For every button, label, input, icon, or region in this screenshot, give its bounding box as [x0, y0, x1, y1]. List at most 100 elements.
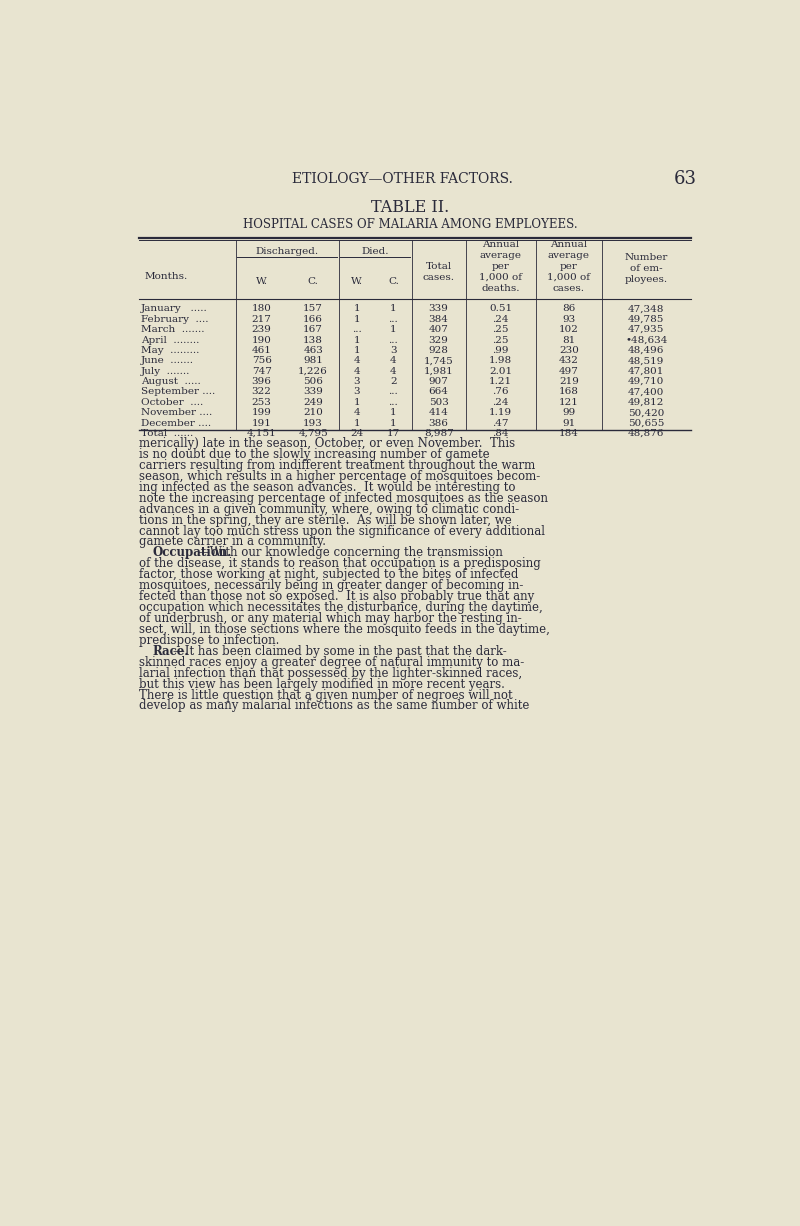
Text: Total
cases.: Total cases.: [422, 261, 454, 282]
Text: of the disease, it stands to reason that occupation is a predisposing: of the disease, it stands to reason that…: [138, 558, 541, 570]
Text: W.: W.: [255, 277, 267, 287]
Text: 180: 180: [252, 304, 271, 314]
Text: 157: 157: [303, 304, 323, 314]
Text: 981: 981: [303, 357, 323, 365]
Text: December ....: December ....: [141, 418, 211, 428]
Text: 63: 63: [674, 170, 697, 189]
Text: 747: 747: [252, 367, 271, 375]
Text: August  .....: August .....: [141, 378, 201, 386]
Text: 49,812: 49,812: [628, 398, 665, 407]
Text: 219: 219: [559, 378, 579, 386]
Text: 47,935: 47,935: [628, 325, 665, 335]
Text: .24: .24: [493, 315, 509, 324]
Text: 1: 1: [354, 398, 360, 407]
Text: advances in a given community, where, owing to climatic condi-: advances in a given community, where, ow…: [138, 503, 519, 516]
Text: C.: C.: [388, 277, 398, 287]
Text: fected than those not so exposed.  It is also probably true that any: fected than those not so exposed. It is …: [138, 590, 534, 603]
Text: 2.01: 2.01: [489, 367, 512, 375]
Text: 17: 17: [386, 429, 400, 438]
Text: 249: 249: [303, 398, 323, 407]
Text: Occupation.: Occupation.: [153, 547, 232, 559]
Text: 93: 93: [562, 315, 575, 324]
Text: 0.51: 0.51: [489, 304, 512, 314]
Text: 4,795: 4,795: [298, 429, 328, 438]
Text: 239: 239: [252, 325, 271, 335]
Text: 4: 4: [354, 357, 360, 365]
Text: 339: 339: [429, 304, 449, 314]
Text: 121: 121: [559, 398, 579, 407]
Text: Died.: Died.: [362, 246, 389, 255]
Text: carriers resulting from indifferent treatment throughout the warm: carriers resulting from indifferent trea…: [138, 459, 535, 472]
Text: Number
of em-
ployees.: Number of em- ployees.: [625, 254, 668, 284]
Text: 4: 4: [354, 408, 360, 417]
Text: 50,655: 50,655: [628, 418, 665, 428]
Text: cannot lay too much stress upon the significance of every additional: cannot lay too much stress upon the sign…: [138, 525, 545, 537]
Text: ...: ...: [352, 325, 362, 335]
Text: 1: 1: [390, 325, 397, 335]
Text: 928: 928: [429, 346, 449, 354]
Text: 407: 407: [429, 325, 449, 335]
Text: merically) late in the season, October, or even November.  This: merically) late in the season, October, …: [138, 438, 515, 450]
Text: 1: 1: [390, 418, 397, 428]
Text: January   .....: January .....: [141, 304, 208, 314]
Text: 167: 167: [303, 325, 323, 335]
Text: ing infected as the season advances.  It would be interesting to: ing infected as the season advances. It …: [138, 481, 515, 494]
Text: 384: 384: [429, 315, 449, 324]
Text: 339: 339: [303, 387, 323, 396]
Text: 193: 193: [303, 418, 323, 428]
Text: •48,634: •48,634: [625, 336, 667, 345]
Text: 91: 91: [562, 418, 575, 428]
Text: 49,785: 49,785: [628, 315, 665, 324]
Text: .25: .25: [493, 336, 509, 345]
Text: Annual
average
per
1,000 of
cases.: Annual average per 1,000 of cases.: [547, 240, 590, 293]
Text: mosquitoes, necessarily being in greater danger of becoming in-: mosquitoes, necessarily being in greater…: [138, 579, 523, 592]
Text: 99: 99: [562, 408, 575, 417]
Text: 3: 3: [354, 387, 360, 396]
Text: .25: .25: [493, 325, 509, 335]
Text: April  ........: April ........: [141, 336, 199, 345]
Text: February  ....: February ....: [141, 315, 209, 324]
Text: 102: 102: [559, 325, 579, 335]
Text: 463: 463: [303, 346, 323, 354]
Text: 184: 184: [559, 429, 579, 438]
Text: HOSPITAL CASES OF MALARIA AMONG EMPLOYEES.: HOSPITAL CASES OF MALARIA AMONG EMPLOYEE…: [242, 218, 578, 232]
Text: 48,519: 48,519: [628, 357, 665, 365]
Text: 8,987: 8,987: [424, 429, 454, 438]
Text: November ....: November ....: [141, 408, 212, 417]
Text: ...: ...: [389, 398, 398, 407]
Text: 1: 1: [354, 346, 360, 354]
Text: March  .......: March .......: [141, 325, 205, 335]
Text: 24: 24: [350, 429, 363, 438]
Text: 138: 138: [303, 336, 323, 345]
Text: 253: 253: [252, 398, 271, 407]
Text: 49,710: 49,710: [628, 378, 665, 386]
Text: 322: 322: [252, 387, 271, 396]
Text: 1,981: 1,981: [424, 367, 454, 375]
Text: 4: 4: [390, 367, 397, 375]
Text: 48,496: 48,496: [628, 346, 665, 354]
Text: 48,876: 48,876: [628, 429, 665, 438]
Text: 4: 4: [390, 357, 397, 365]
Text: 1.21: 1.21: [489, 378, 512, 386]
Text: —It has been claimed by some in the past that the dark-: —It has been claimed by some in the past…: [174, 645, 507, 658]
Text: .99: .99: [493, 346, 509, 354]
Text: larial infection than that possessed by the lighter-skinned races,: larial infection than that possessed by …: [138, 667, 522, 679]
Text: Total  ......: Total ......: [141, 429, 194, 438]
Text: 1: 1: [354, 418, 360, 428]
Text: 664: 664: [429, 387, 449, 396]
Text: 81: 81: [562, 336, 575, 345]
Text: October  ....: October ....: [141, 398, 203, 407]
Text: ...: ...: [389, 315, 398, 324]
Text: ETIOLOGY—OTHER FACTORS.: ETIOLOGY—OTHER FACTORS.: [292, 173, 513, 186]
Text: develop as many malarial infections as the same number of white: develop as many malarial infections as t…: [138, 700, 529, 712]
Text: 1,226: 1,226: [298, 367, 328, 375]
Text: factor, those working at night, subjected to the bites of infected: factor, those working at night, subjecte…: [138, 569, 518, 581]
Text: 210: 210: [303, 408, 323, 417]
Text: C.: C.: [308, 277, 318, 287]
Text: 47,801: 47,801: [628, 367, 665, 375]
Text: 47,348: 47,348: [628, 304, 665, 314]
Text: 50,420: 50,420: [628, 408, 665, 417]
Text: .47: .47: [493, 418, 509, 428]
Text: 217: 217: [252, 315, 271, 324]
Text: Annual
average
per
1,000 of
deaths.: Annual average per 1,000 of deaths.: [479, 240, 522, 293]
